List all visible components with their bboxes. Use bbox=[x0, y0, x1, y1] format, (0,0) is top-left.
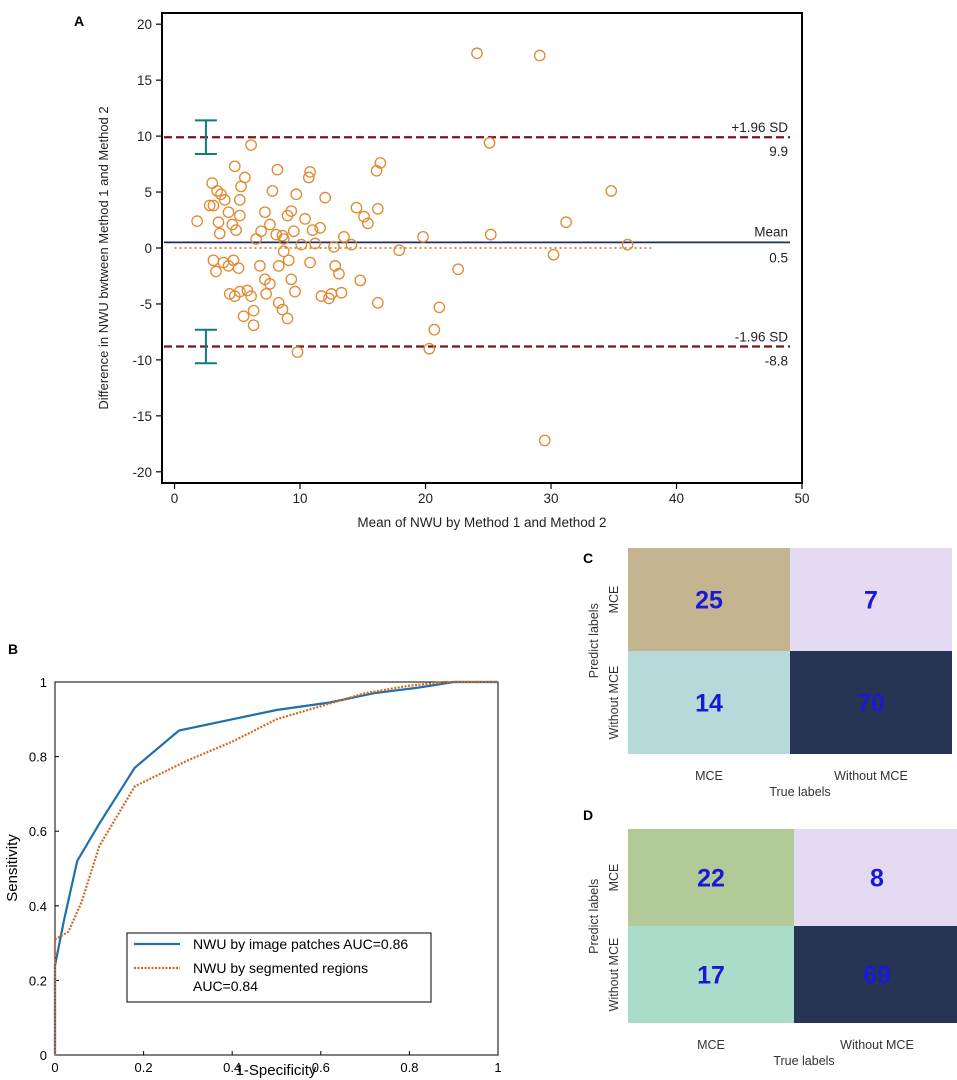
roc-plot: 0 0.2 0.4 0.6 0.8 1 0 0.2 0.4 0.6 0.8 1 1-Specifici… bbox=[4, 675, 502, 1079]
x-tick-label: 0.2 bbox=[135, 1060, 153, 1075]
y-tick-label: 0.2 bbox=[29, 973, 47, 988]
x-tick-label: 0 bbox=[171, 491, 179, 506]
lower-limit-value: -8.8 bbox=[765, 353, 788, 368]
y-tick-label: 0.6 bbox=[29, 824, 47, 839]
cell-value: 17 bbox=[697, 962, 725, 990]
cell-value: 69 bbox=[863, 962, 891, 990]
cell-value: 14 bbox=[695, 690, 723, 718]
mean-value: 0.5 bbox=[769, 250, 788, 265]
legend-label-segmented-regions: NWU by segmented regions bbox=[193, 960, 368, 976]
y-tick-label: 0.4 bbox=[29, 899, 47, 914]
panel-d-letter: D bbox=[583, 807, 593, 823]
x-tick-label: 50 bbox=[794, 491, 809, 506]
y-tick-label: 15 bbox=[137, 73, 152, 88]
x-tick-label: 30 bbox=[544, 491, 559, 506]
cell-value: 7 bbox=[864, 587, 878, 615]
plot-b-y-axis-label: Sensitivity bbox=[4, 834, 21, 902]
confusion-matrix-c: 25 7 14 70 MCE Without MCE True labels MCE Witho… bbox=[587, 548, 952, 799]
legend-label-image-patches: NWU by image patches AUC=0.86 bbox=[193, 936, 408, 952]
y-axis-label: Predict labels bbox=[587, 603, 601, 678]
plot-a-frame bbox=[162, 13, 802, 483]
y-tick-label: -10 bbox=[132, 353, 152, 368]
x-category-label: MCE bbox=[697, 1038, 725, 1052]
y-tick-label: -20 bbox=[132, 465, 152, 480]
plot-b-legend: NWU by image patches AUC=0.86 NWU by seg… bbox=[127, 933, 431, 1002]
y-tick-label: 20 bbox=[137, 17, 152, 32]
y-category-label: MCE bbox=[607, 586, 621, 614]
y-tick-label: 0 bbox=[144, 241, 152, 256]
x-tick-label: 10 bbox=[293, 491, 308, 506]
y-category-label: MCE bbox=[607, 864, 621, 892]
bland-altman-plot: 0 10 20 30 40 50 -20 -15 -10 -5 0 5 10 15 20 +1.96 SD 9… bbox=[96, 13, 810, 530]
y-tick-label: -15 bbox=[132, 409, 152, 424]
x-category-label: MCE bbox=[695, 769, 723, 783]
figure: A B C D 0 10 20 30 40 50-20-15-10-505101520 +… bbox=[0, 0, 957, 1080]
y-category-label: Without MCE bbox=[607, 666, 621, 740]
panel-a-letter: A bbox=[74, 13, 84, 29]
cell-value: 25 bbox=[695, 587, 723, 615]
panel-b-letter: B bbox=[8, 641, 18, 657]
x-tick-label: 0 bbox=[51, 1060, 58, 1075]
cell-value: 70 bbox=[857, 690, 885, 718]
x-tick-label: 0.8 bbox=[400, 1060, 418, 1075]
x-tick-label: 40 bbox=[669, 491, 684, 506]
upper-limit-value: 9.9 bbox=[769, 144, 788, 159]
panel-c-letter: C bbox=[583, 550, 593, 566]
y-tick-label: 5 bbox=[144, 185, 152, 200]
x-tick-label: 20 bbox=[418, 491, 433, 506]
legend-label-segmented-regions-auc: AUC=0.84 bbox=[193, 978, 258, 994]
y-axis-label: Predict labels bbox=[587, 879, 601, 954]
x-axis-label: True labels bbox=[769, 785, 830, 799]
plot-a-x-axis-label: Mean of NWU by Method 1 and Method 2 bbox=[357, 515, 606, 530]
y-tick-label: 0.8 bbox=[29, 750, 47, 765]
upper-limit-name: +1.96 SD bbox=[731, 120, 788, 135]
lower-limit-name: -1.96 SD bbox=[735, 329, 789, 344]
cell-value: 8 bbox=[870, 865, 884, 893]
y-tick-label: -5 bbox=[140, 297, 152, 312]
x-axis-label: True labels bbox=[773, 1054, 834, 1068]
mean-name: Mean bbox=[754, 224, 788, 239]
confusion-matrix-d: 22 8 17 69 MCE Without MCE True labels MCE Witho… bbox=[587, 829, 957, 1068]
plot-a-y-axis-label: Difference in NWU bwtween Method 1 and M… bbox=[96, 106, 111, 409]
x-category-label: Without MCE bbox=[840, 1038, 914, 1052]
x-category-label: Without MCE bbox=[834, 769, 908, 783]
plot-b-x-axis-label: 1-Specificity bbox=[236, 1062, 317, 1079]
y-tick-label: 0 bbox=[40, 1048, 47, 1063]
x-tick-label: 1 bbox=[494, 1060, 501, 1075]
y-tick-label: 1 bbox=[40, 675, 47, 690]
cell-value: 22 bbox=[697, 865, 725, 893]
y-tick-label: 10 bbox=[137, 129, 152, 144]
y-category-label: Without MCE bbox=[607, 938, 621, 1012]
